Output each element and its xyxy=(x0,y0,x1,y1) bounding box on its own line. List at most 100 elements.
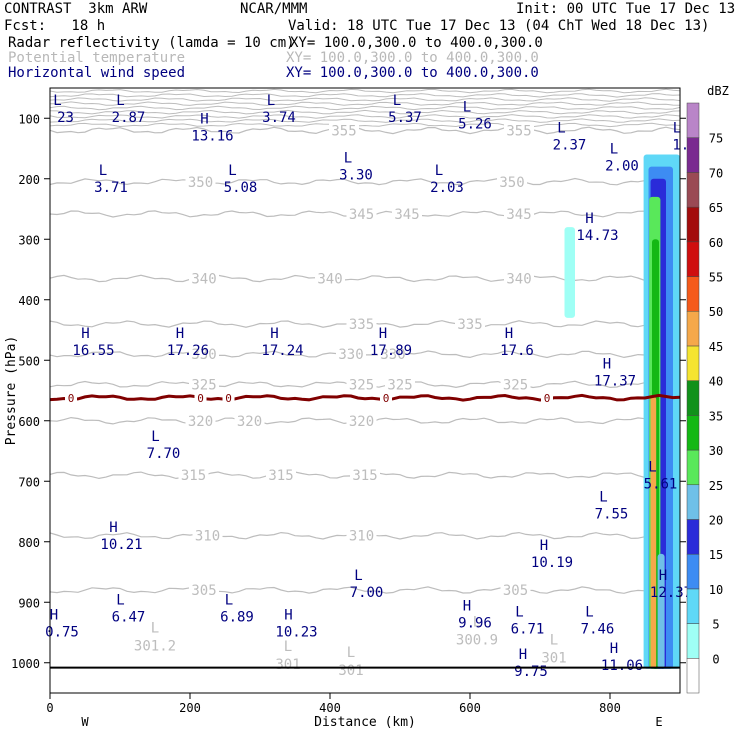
wind-extremum-value: 17.37 xyxy=(594,373,636,389)
wind-extremum-marker: L xyxy=(610,142,618,158)
theta-extremum-marker: L xyxy=(284,639,292,655)
colorbar-swatch xyxy=(686,137,700,173)
theta-extremum-marker: L xyxy=(550,633,558,649)
theta-label-bg xyxy=(385,376,415,392)
theta-label-bg xyxy=(346,205,377,221)
wind-extremum-marker: H xyxy=(109,520,117,536)
axes: 100 200 300 400 500 600 700 800 900 1000 0 200 400 60… xyxy=(4,87,686,730)
theta-upper-line xyxy=(49,97,681,102)
freezing-label-bg xyxy=(380,390,392,404)
theta-line-355 xyxy=(49,126,681,135)
wind-extremum-value: 17.6 xyxy=(500,343,534,359)
wind-extremum-marker: H xyxy=(540,538,548,554)
theta-extremum-value: 301 xyxy=(275,657,300,673)
theta-label-305: 305 xyxy=(191,583,216,599)
theta-label-340: 340 xyxy=(506,272,531,288)
theta-label-bg xyxy=(189,376,219,392)
colorbar-swatch xyxy=(686,380,700,416)
colorbar-swatch xyxy=(686,415,700,451)
wind-extremum-value: 17.26 xyxy=(167,343,209,359)
theta-label-bg xyxy=(500,582,531,598)
theta-label-345: 345 xyxy=(394,207,419,223)
theta-label-bg xyxy=(350,467,380,483)
wind-extremum-value: 3.30 xyxy=(339,168,373,184)
wind-extremum-marker: H xyxy=(603,356,611,372)
freezing-level-label: 0 xyxy=(68,392,75,405)
theta-extremum-marker: L xyxy=(347,645,355,661)
wind-extremum-value: 0.75 xyxy=(45,624,79,640)
y-tick-label: 400 xyxy=(18,294,40,308)
wind-extremum-marker: L xyxy=(599,490,607,506)
plot-frame xyxy=(49,87,681,694)
forecast-hour: Fcst: 18 h xyxy=(4,18,106,34)
wind-extremum-marker: L xyxy=(53,93,61,109)
colorbar-level-label: 30 xyxy=(709,444,723,458)
theta-label-bg xyxy=(346,315,377,331)
theta-label-325: 325 xyxy=(503,377,528,393)
colorbar-swatch xyxy=(686,172,700,208)
theta-label-325: 325 xyxy=(349,377,374,393)
theta-label-bg xyxy=(455,315,485,331)
field-label-reflectivity: Radar reflectivity (lamda = 10 cm) xyxy=(8,35,295,51)
x-tick-label: 200 xyxy=(179,701,201,715)
theta-label-bg xyxy=(336,346,366,362)
wind-extremum-value: 10.21 xyxy=(100,537,142,553)
theta-label-305: 305 xyxy=(503,583,528,599)
theta-label-310: 310 xyxy=(195,529,220,545)
colorbar-level-label: 65 xyxy=(709,201,723,215)
wind-extremum-value: 5.08 xyxy=(224,180,258,196)
theta-label-345: 345 xyxy=(506,207,531,223)
x-tick-label: 800 xyxy=(599,701,621,715)
wind-extremum-value: 3.74 xyxy=(262,110,296,126)
x-end-label-east: E xyxy=(655,715,662,729)
colorbar-level-label: 20 xyxy=(709,513,723,527)
colorbar-swatch xyxy=(686,449,700,486)
wind-extremum-value: 5.61 xyxy=(644,476,678,492)
y-tick-label: 600 xyxy=(18,415,40,429)
wind-extremum-marker: H xyxy=(610,641,618,657)
theta-label-315: 315 xyxy=(181,468,206,484)
theta-upper-line xyxy=(49,101,681,106)
colorbar-swatch xyxy=(686,102,700,138)
y-tick-label: 800 xyxy=(18,536,40,550)
field-label-theta: Potential temperature xyxy=(8,50,186,66)
wind-extremum-value: 17.89 xyxy=(370,343,412,359)
wind-extremum-value: 9.96 xyxy=(458,615,492,631)
y-tick-label: 1000 xyxy=(11,657,40,671)
wind-extremum-marker: H xyxy=(519,647,527,663)
wind-extremum-marker: L xyxy=(116,93,124,109)
colorbar-level-label: 10 xyxy=(709,583,723,597)
theta-label-bg xyxy=(185,173,216,189)
wind-extremum-marker: L xyxy=(267,93,275,109)
freezing-level-label: 0 xyxy=(225,392,232,405)
wind-extremum-value: 16.55 xyxy=(72,343,114,359)
theta-label-330: 330 xyxy=(191,347,216,363)
y-tick-label: 700 xyxy=(18,475,40,489)
colorbar-swatch xyxy=(686,519,700,555)
colorbar-level-label: 15 xyxy=(709,548,723,562)
theta-label-bg xyxy=(497,173,527,189)
wind-extremum-value: 2.37 xyxy=(553,137,587,153)
colorbar-swatch xyxy=(686,241,700,277)
wind-extremum-value: 10.23 xyxy=(275,624,317,640)
field-xy-wind: XY= 100.0,300.0 to 400.0,300.0 xyxy=(286,65,539,81)
wind-extremum-marker: L xyxy=(557,120,565,136)
theta-label-320: 320 xyxy=(349,414,374,430)
freezing-label-bg xyxy=(65,390,77,404)
wind-extremum-value: 6.47 xyxy=(112,609,146,625)
theta-upper-line xyxy=(49,122,681,128)
freezing-label-bg xyxy=(541,390,553,404)
colorbar-level-label: 35 xyxy=(709,409,723,423)
freezing-label-bg xyxy=(194,390,207,404)
theta-label-355: 355 xyxy=(331,123,356,139)
colorbar-swatch xyxy=(686,345,700,381)
theta-label-340: 340 xyxy=(317,272,342,288)
wind-extremum-value: 7.46 xyxy=(581,621,615,637)
dbz-colorbar: dBZ 0 5 10 15 20 25 30 35 40 45 50 55 60 65 70 75 xyxy=(686,84,729,694)
colorbar-level-label: 0 xyxy=(712,652,719,666)
x-axis-label: Distance (km) xyxy=(314,715,416,730)
field-xy-reflectivity: XY= 100.0,300.0 to 400.0,300.0 xyxy=(290,35,543,51)
freezing-level-label: 0 xyxy=(197,392,204,405)
colorbar-swatch xyxy=(686,623,700,659)
